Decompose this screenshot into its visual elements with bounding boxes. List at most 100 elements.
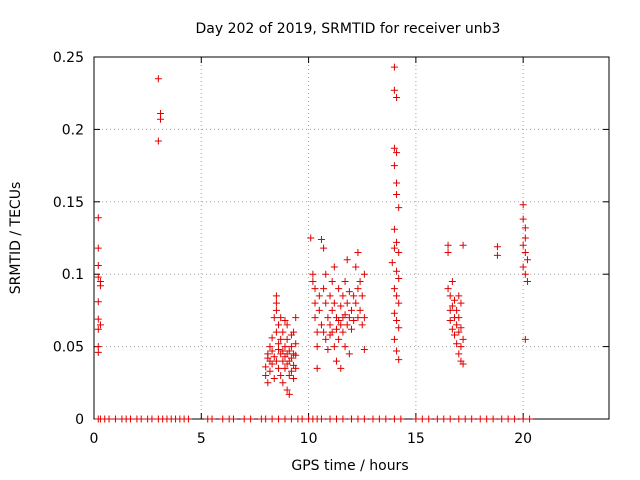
plot-frame — [93, 56, 610, 420]
data-point — [523, 256, 531, 264]
data-point — [94, 325, 102, 333]
data-point — [154, 137, 162, 145]
x-tick-label: 0 — [90, 431, 99, 447]
data-point — [94, 298, 102, 306]
data-point — [511, 415, 519, 423]
data-point — [137, 415, 145, 423]
data-point — [360, 270, 368, 278]
data-point — [457, 324, 465, 332]
data-point — [498, 415, 506, 423]
data-point — [96, 282, 104, 290]
data-point — [279, 347, 287, 355]
data-point — [446, 317, 454, 325]
data-point — [455, 415, 463, 423]
data-point — [287, 343, 295, 351]
data-point — [262, 363, 270, 371]
data-point — [375, 415, 383, 423]
data-point — [287, 415, 295, 423]
data-point — [343, 321, 351, 329]
data-point — [453, 340, 461, 348]
data-point — [397, 415, 405, 423]
data-point — [453, 306, 461, 314]
data-point — [322, 299, 330, 307]
data-point — [317, 415, 325, 423]
data-point — [262, 372, 270, 380]
data-point — [94, 262, 102, 270]
data-point — [390, 162, 398, 170]
data-point — [268, 334, 276, 342]
data-point — [313, 364, 321, 372]
data-point — [440, 415, 448, 423]
data-point — [311, 285, 319, 293]
data-point — [311, 314, 319, 322]
data-point — [320, 285, 328, 293]
data-point — [96, 321, 104, 329]
x-tick-label: 20 — [514, 431, 532, 447]
data-point — [292, 364, 300, 372]
data-point — [393, 317, 401, 325]
data-point — [330, 263, 338, 271]
data-point — [208, 415, 216, 423]
data-point — [290, 374, 298, 382]
data-point — [313, 328, 321, 336]
data-point — [292, 314, 300, 322]
data-point — [390, 244, 398, 252]
data-point — [326, 292, 334, 300]
axis-ticks — [93, 56, 609, 420]
data-point — [493, 251, 501, 259]
x-tick-label: 5 — [197, 431, 206, 447]
data-point — [324, 345, 332, 353]
data-point — [395, 356, 403, 364]
grid — [94, 57, 609, 419]
data-point — [328, 277, 336, 285]
data-point — [519, 241, 527, 249]
data-point — [360, 345, 368, 353]
data-point — [521, 248, 529, 256]
data-point — [272, 292, 280, 300]
data-point — [268, 360, 276, 368]
data-point — [105, 415, 113, 423]
data-point — [285, 390, 293, 398]
data-point — [446, 306, 454, 314]
data-point — [382, 415, 390, 423]
data-point — [393, 292, 401, 300]
data-point — [317, 321, 325, 329]
data-point — [309, 270, 317, 278]
data-point — [270, 314, 278, 322]
data-point — [240, 415, 248, 423]
data-point — [393, 267, 401, 275]
data-point — [425, 415, 433, 423]
data-point — [348, 415, 355, 423]
data-point — [184, 415, 192, 423]
chart-title: Day 202 of 2019, SRMTID for receiver unb… — [196, 21, 501, 37]
data-point — [519, 415, 527, 423]
data-point — [395, 204, 403, 212]
y-tick-label: 0.1 — [62, 267, 84, 283]
data-point — [354, 248, 362, 256]
data-point — [332, 415, 340, 423]
data-point — [453, 321, 461, 329]
data-point — [320, 244, 328, 252]
data-point — [348, 325, 355, 333]
data-point — [354, 285, 362, 293]
data-point — [94, 273, 102, 281]
data-point — [275, 321, 283, 329]
data-point — [281, 415, 289, 423]
data-point — [277, 314, 285, 322]
data-point — [311, 299, 319, 307]
data-point — [393, 191, 401, 199]
data-point — [266, 367, 274, 375]
data-point — [483, 415, 491, 423]
data-point — [345, 288, 353, 296]
data-point — [326, 415, 334, 423]
data-point — [457, 343, 465, 351]
data-point — [526, 415, 534, 423]
data-point — [455, 350, 463, 358]
data-points — [94, 63, 534, 423]
data-point — [262, 415, 270, 423]
data-point — [281, 343, 289, 351]
data-point — [358, 292, 366, 300]
data-point — [395, 324, 403, 332]
data-point — [350, 292, 358, 300]
